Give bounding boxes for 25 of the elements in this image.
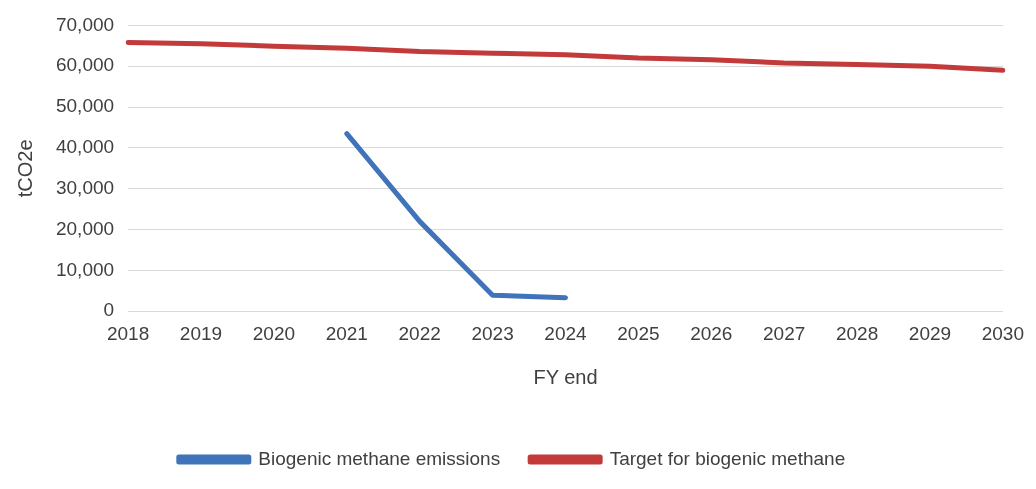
x-tick-label: 2022 xyxy=(398,322,441,344)
x-tick-label: 2021 xyxy=(325,322,368,344)
legend-label: Biogenic methane emissions xyxy=(258,447,501,469)
x-tick-label: 2019 xyxy=(179,322,223,344)
x-tick-label: 2024 xyxy=(544,322,588,344)
x-tick-label: 2020 xyxy=(252,322,296,344)
y-tick-label: 50,000 xyxy=(55,95,115,117)
y-tick-label: 20,000 xyxy=(55,217,115,239)
y-tick-label: 30,000 xyxy=(55,176,115,198)
y-tick-label: 40,000 xyxy=(55,136,115,158)
y-tick-label: 60,000 xyxy=(55,54,115,76)
x-tick-label: 2018 xyxy=(106,322,150,344)
y-axis-title: tCO2e xyxy=(13,139,36,198)
x-axis-title: FY end xyxy=(533,365,598,388)
y-tick-label: 70,000 xyxy=(55,13,115,35)
x-tick-label: 2029 xyxy=(908,322,952,344)
y-tick-label: 0 xyxy=(103,299,115,321)
x-tick-label: 2025 xyxy=(617,322,660,344)
x-tick-label: 2027 xyxy=(763,322,806,344)
y-tick-label: 10,000 xyxy=(55,258,115,280)
x-tick-label: 2026 xyxy=(690,322,733,344)
legend-label: Target for biogenic methane xyxy=(609,447,846,469)
x-tick-label: 2023 xyxy=(471,322,514,344)
x-tick-label: 2030 xyxy=(981,322,1025,344)
x-tick-label: 2028 xyxy=(835,322,879,344)
